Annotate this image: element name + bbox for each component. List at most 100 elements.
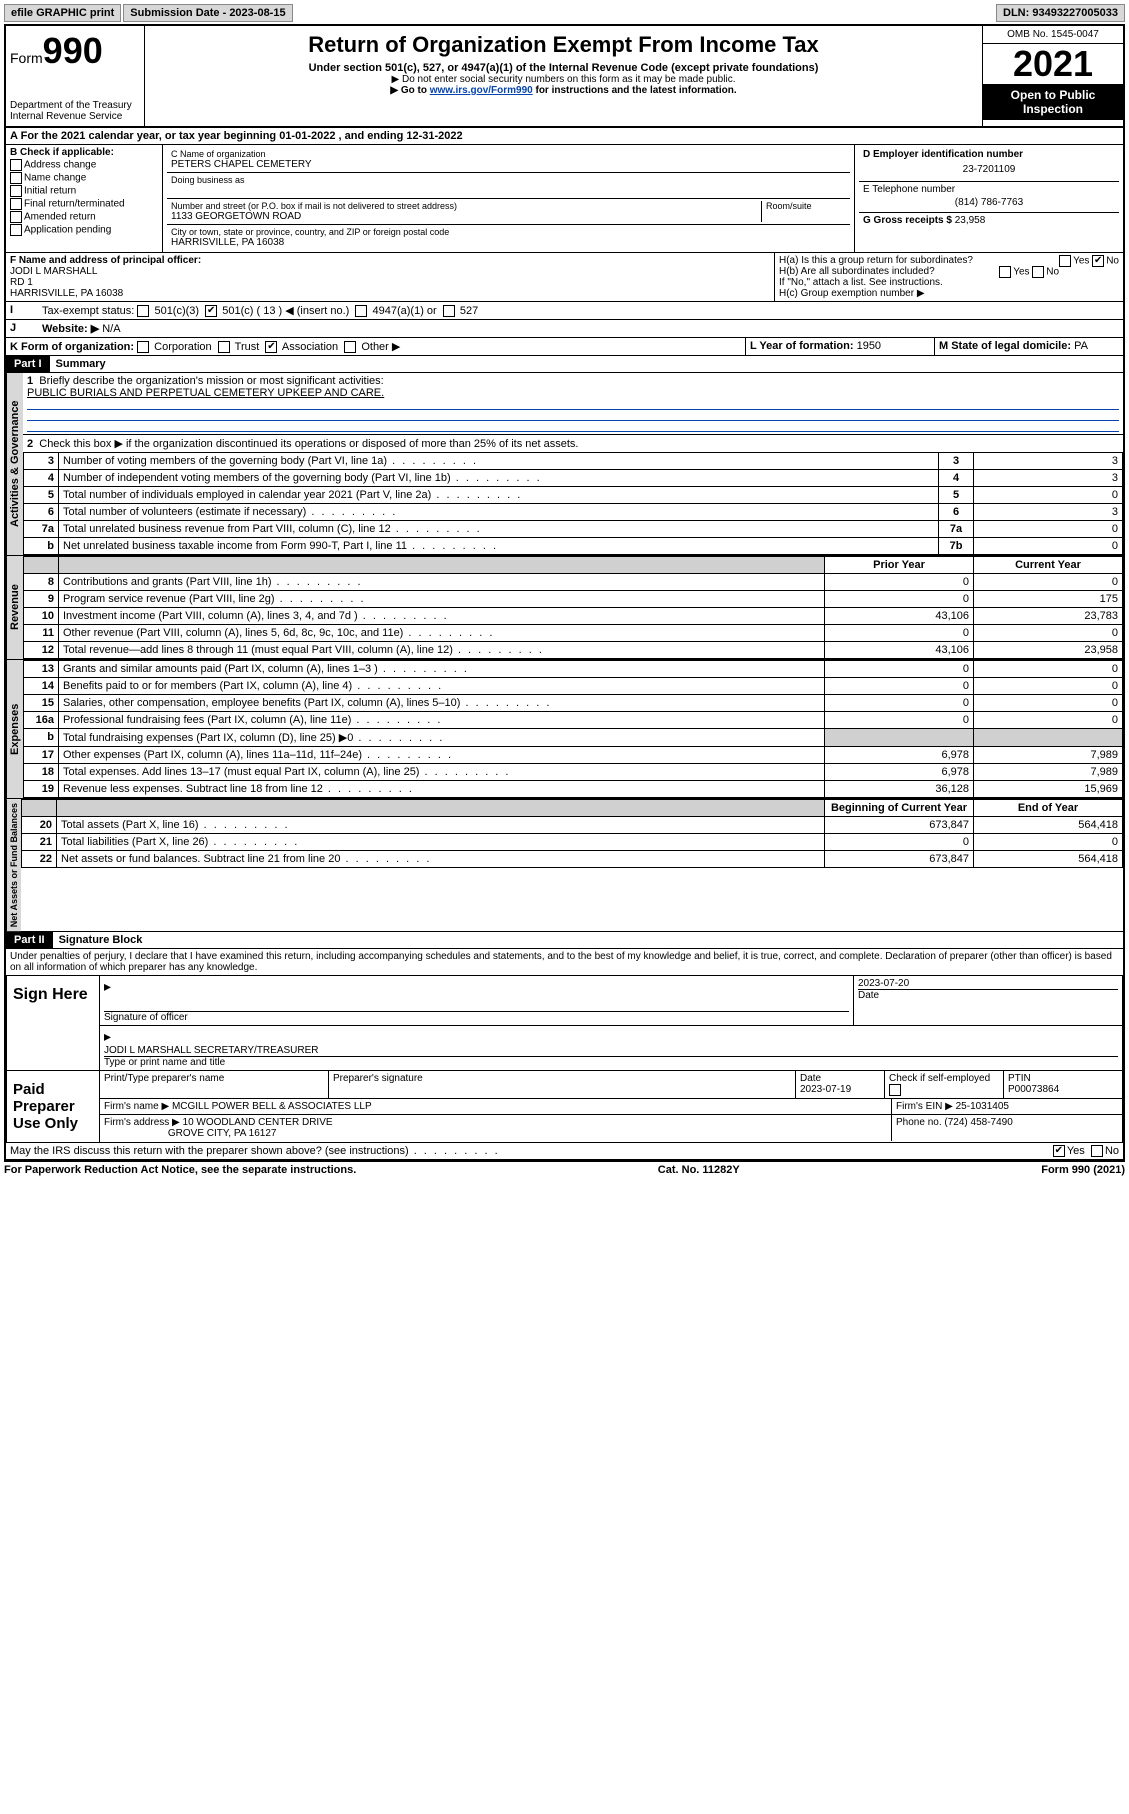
cb-name-change[interactable] — [10, 172, 22, 184]
line-num: 18 — [24, 764, 59, 781]
cb-amended-return[interactable] — [10, 211, 22, 223]
ha-label: H(a) Is this a group return for subordin… — [779, 255, 973, 266]
part1-header: Part I Summary — [6, 356, 1123, 373]
line-box: 7b — [939, 538, 974, 555]
current-val: 564,418 — [974, 851, 1123, 868]
no-label-2: No — [1046, 267, 1059, 278]
prior-val: 673,847 — [825, 817, 974, 834]
line-desc: Total number of volunteers (estimate if … — [59, 504, 939, 521]
prior-val: 6,978 — [825, 764, 974, 781]
cb-hb-no[interactable] — [1032, 266, 1044, 278]
mission-text: PUBLIC BURIALS AND PERPETUAL CEMETERY UP… — [27, 387, 384, 399]
line-num: b — [24, 729, 59, 747]
prior-val: 0 — [825, 834, 974, 851]
submission-date-button[interactable]: Submission Date - 2023-08-15 — [123, 4, 292, 22]
prior-val: 0 — [825, 661, 974, 678]
prior-val: 36,128 — [825, 781, 974, 798]
discuss-row: May the IRS discuss this return with the… — [6, 1143, 1123, 1160]
line-num: 6 — [24, 504, 59, 521]
prior-val: 0 — [825, 695, 974, 712]
cb-ha-yes[interactable] — [1059, 255, 1071, 267]
note2-pre: ▶ Go to — [390, 85, 429, 96]
form-prefix: Form — [10, 50, 43, 66]
line-desc: Total fundraising expenses (Part IX, col… — [59, 729, 825, 747]
line-num: 10 — [24, 608, 59, 625]
ein-value: 23-7201109 — [863, 160, 1115, 179]
cb-hb-yes[interactable] — [999, 266, 1011, 278]
cb-discuss-yes[interactable] — [1053, 1145, 1065, 1157]
sig-officer-label: Signature of officer — [104, 1011, 849, 1023]
line-desc: Contributions and grants (Part VIII, lin… — [59, 574, 825, 591]
m-label: M State of legal domicile: — [939, 340, 1071, 352]
cb-other[interactable] — [344, 341, 356, 353]
irs-label: Internal Revenue Service — [10, 111, 140, 122]
line-num: 4 — [24, 470, 59, 487]
prior-val: 0 — [825, 625, 974, 642]
line-num: 11 — [24, 625, 59, 642]
efile-print-button[interactable]: efile GRAPHIC print — [4, 4, 121, 22]
state-domicile: PA — [1074, 340, 1088, 352]
footer-right: Form 990 (2021) — [1041, 1164, 1125, 1176]
opt-amended-return: Amended return — [24, 212, 96, 223]
officer-name: JODI L MARSHALL — [10, 266, 97, 277]
cb-trust[interactable] — [218, 341, 230, 353]
line1-label: Briefly describe the organization's miss… — [39, 375, 383, 387]
cb-assoc[interactable] — [265, 341, 277, 353]
firm-ein: 25-1031405 — [956, 1101, 1009, 1112]
sign-here-label: Sign Here — [7, 976, 100, 1070]
table-expenses: 13 Grants and similar amounts paid (Part… — [23, 660, 1123, 798]
sign-date: 2023-07-20 — [858, 978, 1118, 989]
dln-label: DLN: 93493227005033 — [996, 4, 1125, 22]
cb-initial-return[interactable] — [10, 185, 22, 197]
current-val: 0 — [974, 695, 1123, 712]
cb-final-return[interactable] — [10, 198, 22, 210]
type-name-label: Type or print name and title — [104, 1056, 1118, 1068]
line-a: A For the 2021 calendar year, or tax yea… — [6, 128, 1123, 145]
discuss-yes: Yes — [1067, 1145, 1085, 1157]
line-num: 22 — [22, 851, 57, 868]
line-num: 19 — [24, 781, 59, 798]
d-label: D Employer identification number — [863, 149, 1023, 160]
cb-self-employed[interactable] — [889, 1084, 901, 1096]
hc-label: H(c) Group exemption number ▶ — [779, 288, 1119, 299]
prior-val: 673,847 — [825, 851, 974, 868]
line-box: 5 — [939, 487, 974, 504]
date-label: Date — [858, 989, 1118, 1001]
cb-501c3[interactable] — [137, 305, 149, 317]
line-val: 0 — [974, 487, 1123, 504]
current-val: 7,989 — [974, 764, 1123, 781]
line-desc: Program service revenue (Part VIII, line… — [59, 591, 825, 608]
current-val: 175 — [974, 591, 1123, 608]
line-desc: Total revenue—add lines 8 through 11 (mu… — [59, 642, 825, 659]
opt-application-pending: Application pending — [24, 225, 111, 236]
cb-501c[interactable] — [205, 305, 217, 317]
org-city: HARRISVILLE, PA 16038 — [171, 237, 846, 248]
opt-name-change: Name change — [24, 173, 86, 184]
cb-corp[interactable] — [137, 341, 149, 353]
cb-527[interactable] — [443, 305, 455, 317]
tax-year: 2021 — [983, 44, 1123, 84]
line-num: 17 — [24, 747, 59, 764]
line-desc: Number of independent voting members of … — [59, 470, 939, 487]
line-klm: K Form of organization: Corporation Trus… — [6, 338, 1123, 356]
line-num: 3 — [24, 453, 59, 470]
line-num: 13 — [24, 661, 59, 678]
irs-form990-link[interactable]: www.irs.gov/Form990 — [430, 85, 533, 96]
j-label: Website: ▶ — [42, 323, 99, 335]
cb-application-pending[interactable] — [10, 224, 22, 236]
line-desc: Total expenses. Add lines 13–17 (must eq… — [59, 764, 825, 781]
opt-initial-return: Initial return — [24, 186, 76, 197]
header-left: Form990 Department of the Treasury Inter… — [6, 26, 145, 126]
cb-ha-no[interactable] — [1092, 255, 1104, 267]
line-val: 0 — [974, 521, 1123, 538]
cb-4947[interactable] — [355, 305, 367, 317]
section-governance: Activities & Governance 1 Briefly descri… — [6, 373, 1123, 556]
block-b: B Check if applicable: Address change Na… — [6, 145, 163, 252]
firm-phone: (724) 458-7490 — [944, 1117, 1012, 1128]
line-val: 3 — [974, 453, 1123, 470]
paid-preparer-block: Paid Preparer Use Only Print/Type prepar… — [6, 1071, 1123, 1143]
cb-discuss-no[interactable] — [1091, 1145, 1103, 1157]
yes-label: Yes — [1073, 256, 1089, 267]
cb-address-change[interactable] — [10, 159, 22, 171]
table-net-assets: Beginning of Current Year End of Year20 … — [21, 799, 1123, 868]
